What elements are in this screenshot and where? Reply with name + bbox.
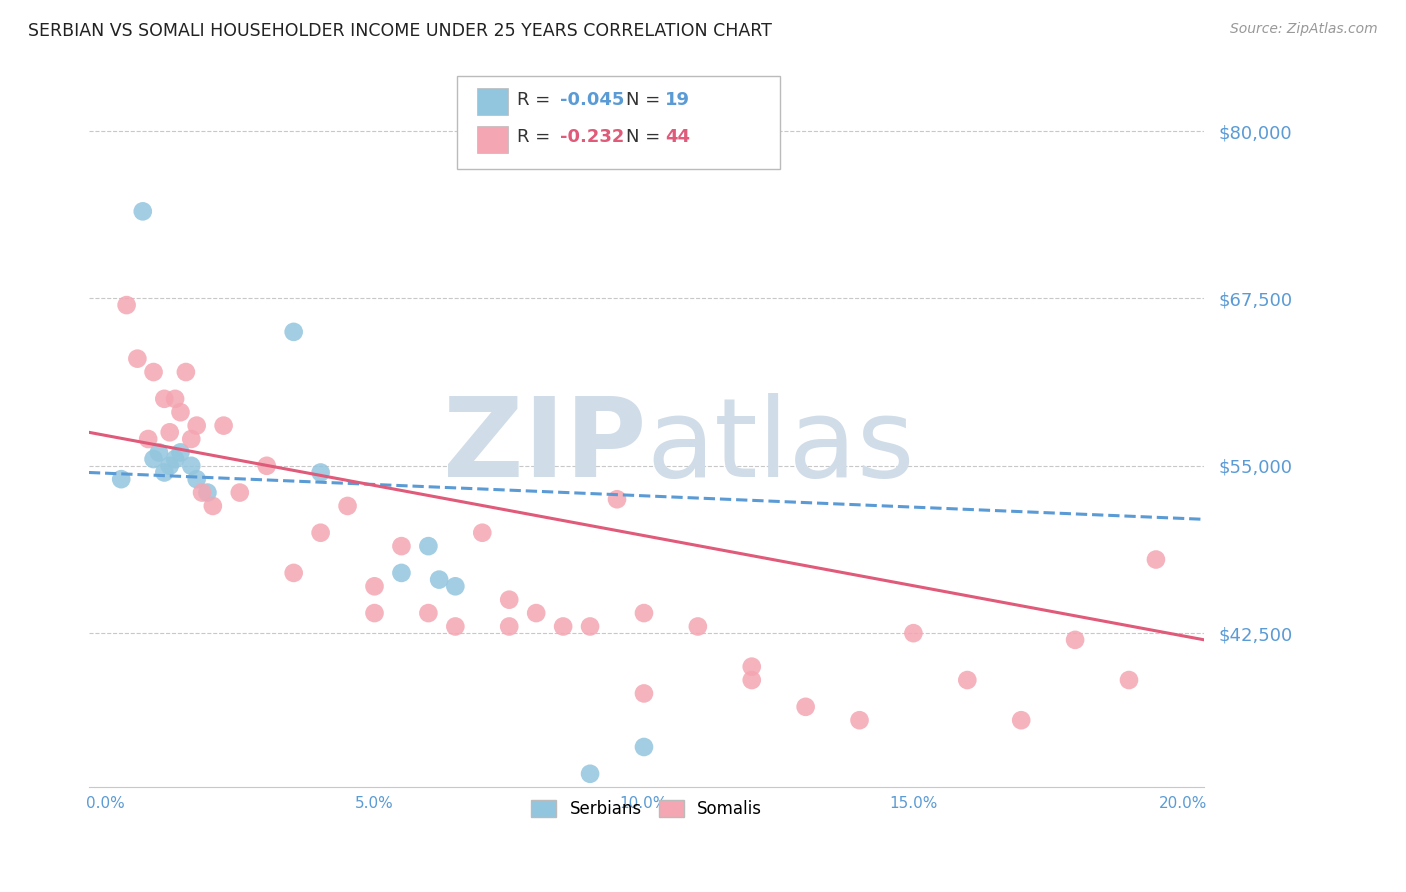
Point xyxy=(186,418,208,433)
Point xyxy=(427,573,450,587)
Point xyxy=(956,673,979,687)
Point xyxy=(186,472,208,486)
Point xyxy=(1118,673,1140,687)
Point xyxy=(579,619,602,633)
Point xyxy=(127,351,149,366)
Point xyxy=(283,325,305,339)
Point xyxy=(524,606,547,620)
Point xyxy=(633,686,655,700)
Point xyxy=(169,445,191,459)
Point xyxy=(201,499,224,513)
Point xyxy=(1010,713,1032,727)
Text: Source: ZipAtlas.com: Source: ZipAtlas.com xyxy=(1230,22,1378,37)
Text: R =: R = xyxy=(517,128,557,146)
Point xyxy=(498,592,520,607)
Point xyxy=(180,458,202,473)
Text: N =: N = xyxy=(626,128,665,146)
Point xyxy=(553,619,575,633)
Text: atlas: atlas xyxy=(647,393,915,500)
Point xyxy=(165,452,187,467)
Point xyxy=(336,499,359,513)
Point xyxy=(148,445,170,459)
Text: -0.232: -0.232 xyxy=(560,128,624,146)
Point xyxy=(110,472,132,486)
Point xyxy=(741,673,763,687)
Point xyxy=(848,713,870,727)
Text: N =: N = xyxy=(626,91,665,109)
Point xyxy=(229,485,252,500)
Point xyxy=(153,466,176,480)
Point xyxy=(165,392,187,406)
Point xyxy=(191,485,214,500)
Point xyxy=(391,539,413,553)
Text: 44: 44 xyxy=(665,128,690,146)
Point xyxy=(1064,632,1087,647)
Point xyxy=(391,566,413,580)
Text: 19: 19 xyxy=(665,91,690,109)
Point xyxy=(142,365,165,379)
Point xyxy=(418,539,440,553)
Text: SERBIAN VS SOMALI HOUSEHOLDER INCOME UNDER 25 YEARS CORRELATION CHART: SERBIAN VS SOMALI HOUSEHOLDER INCOME UND… xyxy=(28,22,772,40)
Point xyxy=(153,392,176,406)
Point xyxy=(606,492,628,507)
Point xyxy=(633,606,655,620)
Point xyxy=(579,766,602,780)
Point xyxy=(794,699,817,714)
Point xyxy=(444,619,467,633)
Point xyxy=(1144,552,1167,566)
Point xyxy=(180,432,202,446)
Point xyxy=(309,525,332,540)
Point xyxy=(741,659,763,673)
Point xyxy=(142,452,165,467)
Point xyxy=(418,606,440,620)
Point xyxy=(136,432,159,446)
Point xyxy=(159,425,181,440)
Point xyxy=(498,619,520,633)
Legend: Serbians, Somalis: Serbians, Somalis xyxy=(524,794,769,825)
Point xyxy=(132,204,155,219)
Point xyxy=(444,579,467,593)
Point xyxy=(363,606,385,620)
Point xyxy=(309,466,332,480)
Point xyxy=(903,626,925,640)
Point xyxy=(115,298,138,312)
Point xyxy=(283,566,305,580)
Point xyxy=(169,405,191,419)
Text: ZIP: ZIP xyxy=(443,393,647,500)
Point xyxy=(174,365,197,379)
Point xyxy=(212,418,235,433)
Text: R =: R = xyxy=(517,91,557,109)
Point xyxy=(256,458,278,473)
Text: -0.045: -0.045 xyxy=(560,91,624,109)
Point xyxy=(633,739,655,754)
Point xyxy=(686,619,709,633)
Point xyxy=(197,485,219,500)
Point xyxy=(471,525,494,540)
Point xyxy=(363,579,385,593)
Point xyxy=(159,458,181,473)
